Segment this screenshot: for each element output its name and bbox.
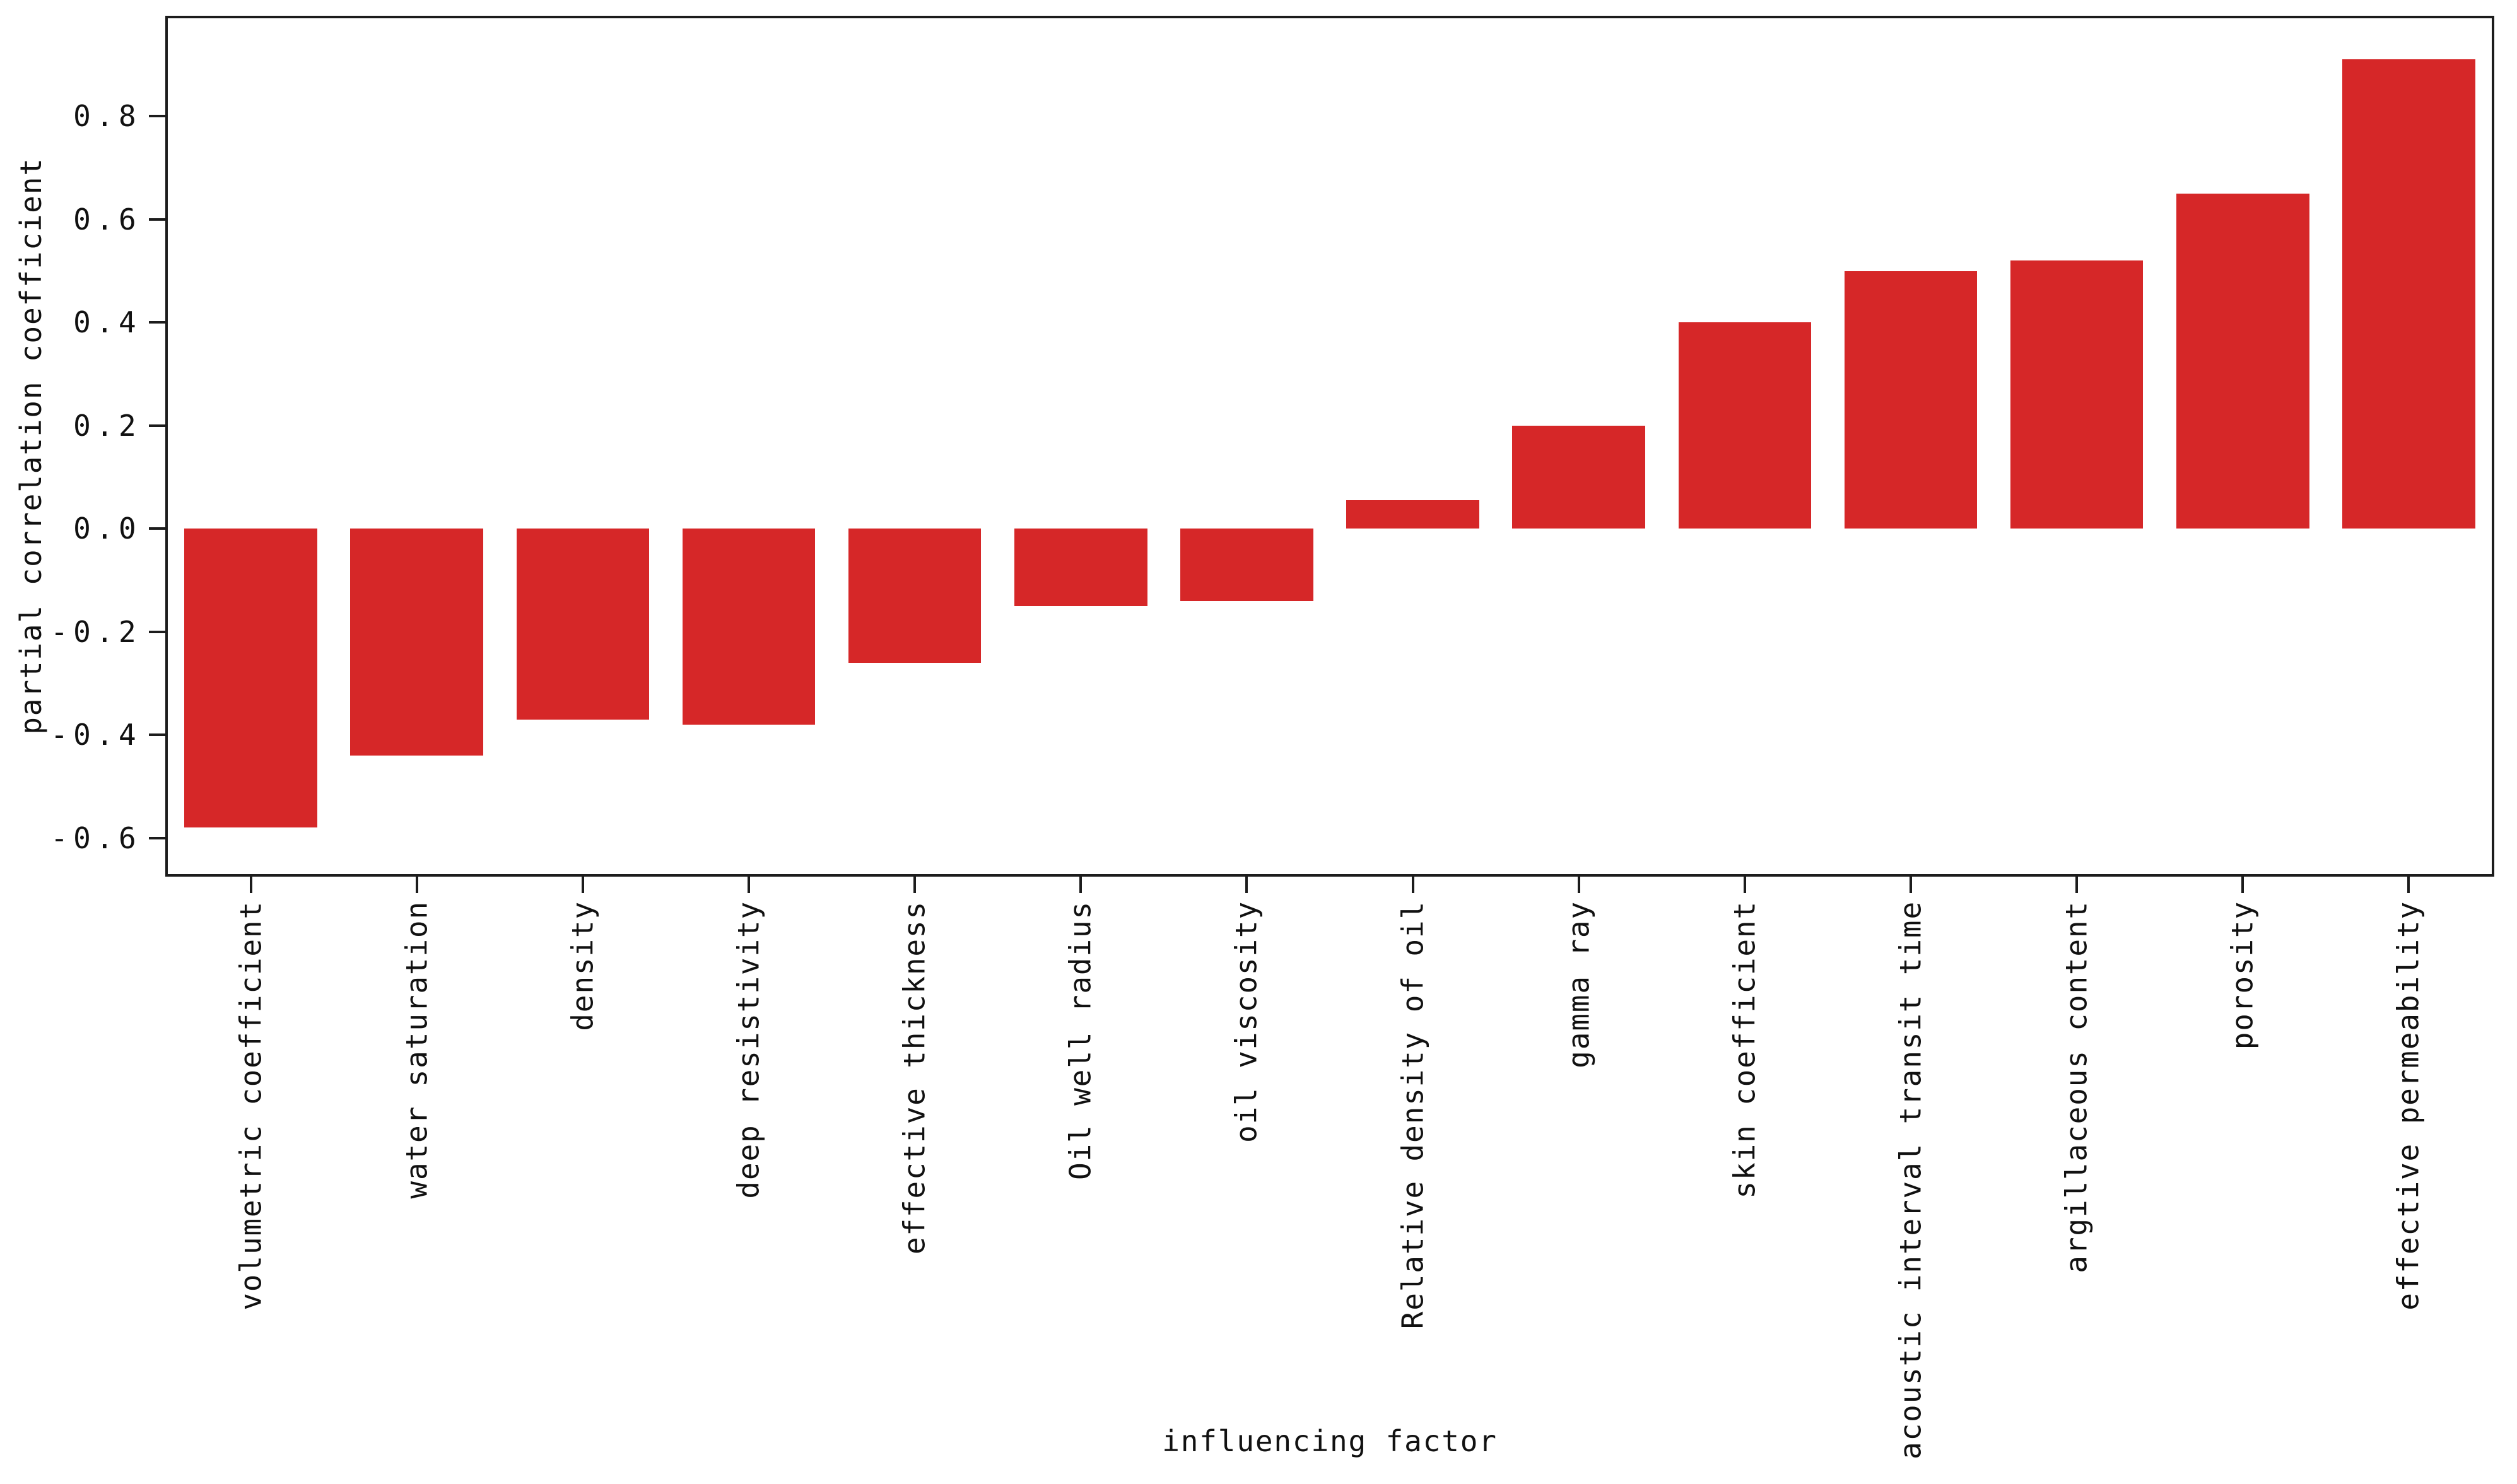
x-tick xyxy=(1079,877,1082,893)
bar xyxy=(350,529,483,756)
x-axis-title: influencing factor xyxy=(1162,1424,1498,1458)
x-tick-label: deep resistivity xyxy=(731,901,766,1199)
y-tick xyxy=(149,115,165,118)
x-tick xyxy=(415,877,418,893)
bar xyxy=(184,529,317,828)
bar xyxy=(2342,59,2475,529)
bar xyxy=(1180,529,1313,601)
bar xyxy=(1346,500,1479,529)
plot-area: 0.8 0.6 0.4 0.2 0.0 -0.2 -0.4 -0.6 volumetric c… xyxy=(50,16,2494,1459)
bar xyxy=(516,529,650,720)
x-tick-label: Oil well radius xyxy=(1063,901,1098,1181)
bar xyxy=(2176,193,2309,529)
x-tick xyxy=(913,877,917,893)
y-tick-label: 0.8 xyxy=(73,99,141,134)
x-tick xyxy=(2407,877,2410,893)
x-tick xyxy=(1577,877,1580,893)
y-tick-label: 0.4 xyxy=(73,305,141,340)
bar xyxy=(2010,260,2144,529)
x-tick xyxy=(581,877,584,893)
bar xyxy=(1678,322,1812,529)
x-tick-label: water saturation xyxy=(399,901,434,1199)
x-tick-label: Relative density of oil xyxy=(1395,901,1430,1329)
y-tick-label: 0.2 xyxy=(73,408,141,443)
x-tick xyxy=(1743,877,1746,893)
y-tick xyxy=(149,424,165,427)
x-tick-label: effective permeability xyxy=(2391,901,2426,1311)
y-tick xyxy=(149,630,165,633)
y-tick-label: -0.2 xyxy=(50,614,141,649)
x-tick xyxy=(249,877,252,893)
x-tick-label: acoustic interval transit time xyxy=(1893,901,1928,1460)
bar xyxy=(1844,271,1978,529)
x-tick-label: density xyxy=(565,901,600,1031)
x-tick xyxy=(2241,877,2244,893)
x-tick-label-group: volumetric coefficient water saturation de… xyxy=(168,901,2492,1468)
y-tick xyxy=(149,733,165,737)
x-tick xyxy=(1245,877,1248,893)
bar xyxy=(848,529,982,663)
y-tick xyxy=(149,836,165,839)
bar xyxy=(1512,425,1645,529)
y-tick xyxy=(149,321,165,324)
y-tick-label: 0.0 xyxy=(73,511,141,546)
x-tick-label: volumetric coefficient xyxy=(233,901,268,1311)
x-tick xyxy=(748,877,750,893)
y-tick-label: 0.6 xyxy=(73,202,141,237)
bar xyxy=(682,529,816,725)
y-tick xyxy=(149,527,165,530)
bar xyxy=(1014,529,1147,606)
x-tick-label: gamma ray xyxy=(1561,901,1596,1068)
y-tick-label: -0.4 xyxy=(50,718,141,752)
x-tick xyxy=(1411,877,1414,893)
y-tick xyxy=(149,218,165,221)
x-tick-label: skin coefficient xyxy=(1727,901,1762,1199)
x-tick-label: argillaceous content xyxy=(2059,901,2094,1273)
x-tick-label: porosity xyxy=(2225,901,2260,1050)
x-tick xyxy=(2075,877,2079,893)
y-tick-label: -0.6 xyxy=(50,821,141,855)
x-tick xyxy=(1910,877,1912,893)
y-tick-label-group: 0.8 0.6 0.4 0.2 0.0 -0.2 -0.4 -0.6 xyxy=(3,18,141,874)
x-tick-label: effective thickness xyxy=(897,901,932,1255)
x-tick-label: oil viscosity xyxy=(1229,901,1264,1143)
